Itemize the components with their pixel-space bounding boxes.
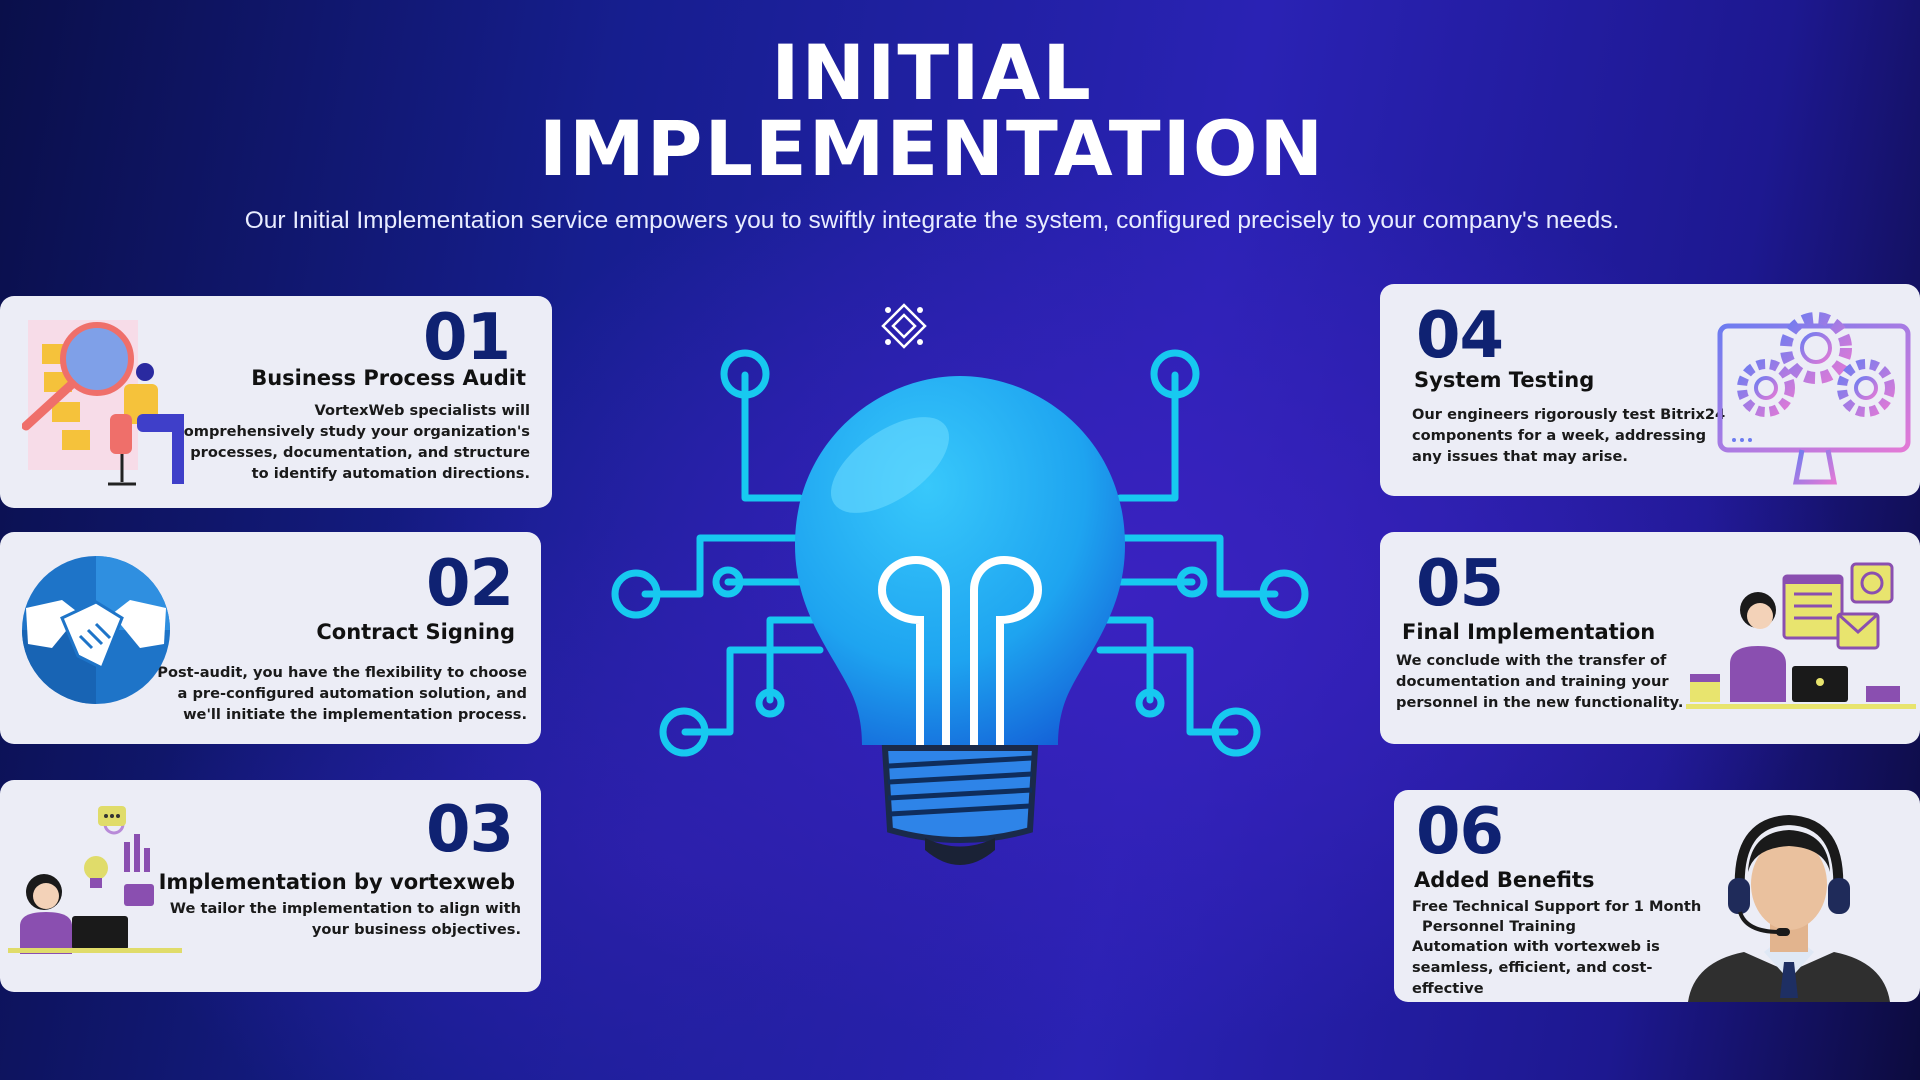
step-description: We conclude with the transfer of documen… (1396, 652, 1684, 711)
step-card-05: 05 Final Implementation We conclude with… (1380, 532, 1920, 744)
step-title: Final Implementation (1402, 620, 1656, 644)
page-title-line1: INITIAL (771, 28, 1093, 117)
step-card-02: 02 Contract Signing Post-audit, you have… (0, 532, 541, 744)
step-number: 01 (422, 301, 511, 375)
step-card-06: 06 Added Benefits Free Technical Support… (1394, 790, 1920, 1002)
step-title: System Testing (1414, 368, 1595, 392)
audit-magnifier-icon (22, 320, 184, 486)
page-title-line2: IMPLEMENTATION (538, 104, 1326, 193)
office-worker-icon (1686, 562, 1916, 709)
step-card-01: 01 Business Process Audit VortexWeb spec… (0, 296, 552, 508)
step-description: VortexWeb specialists will comprehensive… (175, 402, 530, 482)
step-number: 06 (1416, 795, 1504, 869)
step-number: 04 (1416, 299, 1504, 373)
handshake-icon (22, 556, 170, 704)
step-description: Our engineers rigorously test Bitrix24 c… (1412, 406, 1726, 465)
step-number: 03 (425, 793, 514, 867)
diamond-logo-icon (881, 303, 927, 349)
laptop-worker-icon (8, 806, 182, 954)
step-title: Business Process Audit (251, 366, 526, 390)
step-title: Added Benefits (1414, 868, 1595, 892)
step-number: 02 (425, 547, 514, 621)
benefit-item: Automation with vortexweb is seamless, e… (1412, 938, 1660, 997)
step-card-03: 03 Implementation by vortexweb We tailor… (0, 780, 541, 992)
step-card-04: 04 System Testing Our engineers rigorous… (1380, 284, 1920, 496)
benefit-item: Personnel Training (1422, 918, 1576, 935)
step-title: Implementation by vortexweb (158, 870, 515, 894)
support-agent-icon (1688, 814, 1890, 1002)
monitor-gears-icon (1717, 312, 1911, 487)
page-subtitle: Our Initial Implementation service empow… (244, 207, 1620, 234)
step-number: 05 (1416, 547, 1504, 621)
step-title: Contract Signing (316, 620, 515, 644)
step-description: Post-audit, you have the flexibility to … (157, 664, 527, 723)
step-description: We tailor the implementation to align wi… (169, 900, 521, 938)
lightbulb-circuit-icon (611, 349, 1309, 865)
benefit-item: Free Technical Support for 1 Month (1412, 898, 1702, 915)
